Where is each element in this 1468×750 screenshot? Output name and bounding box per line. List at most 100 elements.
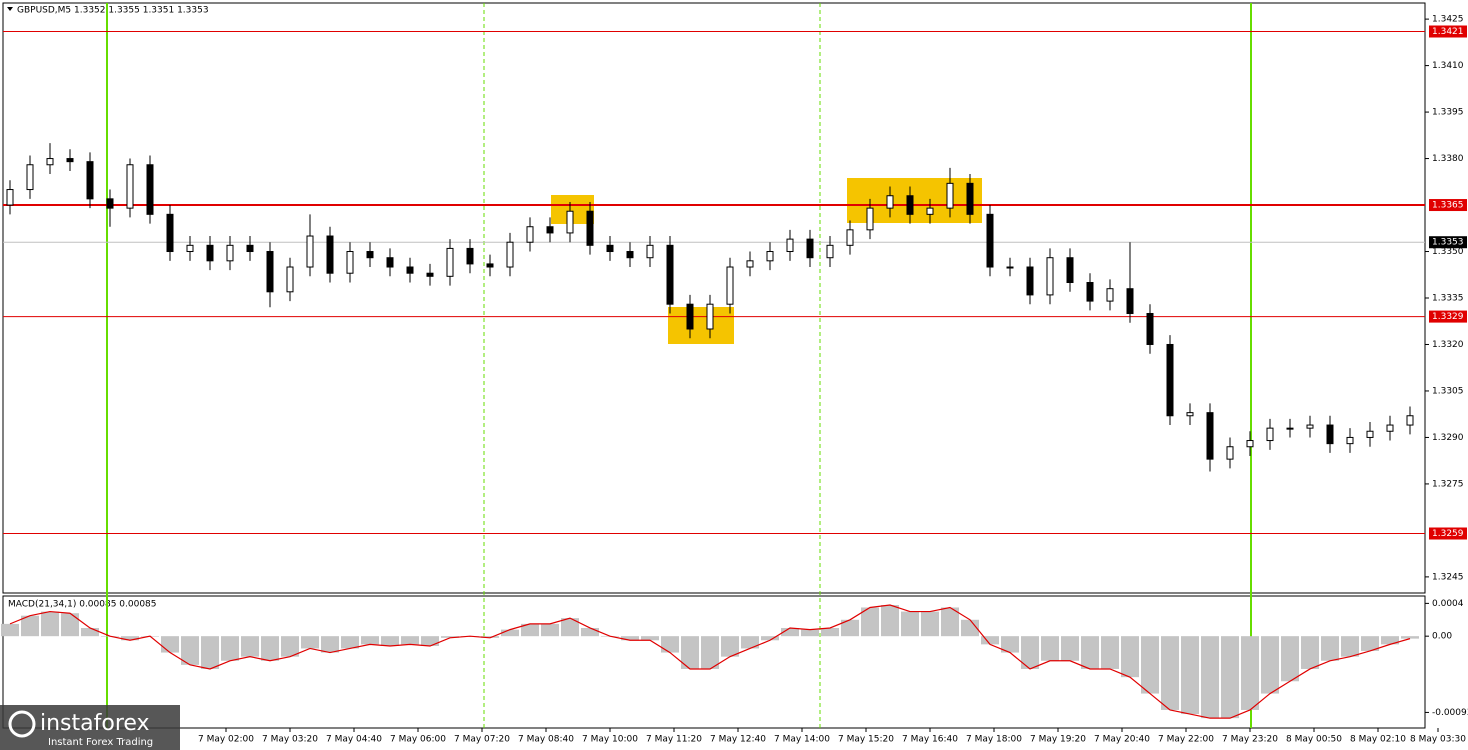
logo-icon <box>8 710 36 738</box>
y-tick-label: 1.3425 <box>1432 15 1464 25</box>
macd-bar <box>621 636 639 641</box>
level-label-box <box>1429 310 1467 323</box>
candle-body <box>1386 424 1394 432</box>
candle-body <box>806 238 814 259</box>
macd-bar <box>721 636 739 657</box>
x-tick-label: 7 May 06:00 <box>390 735 446 745</box>
macd-bar <box>1281 636 1299 682</box>
y-tick-label: 1.3380 <box>1432 154 1464 164</box>
candle-body <box>146 164 154 215</box>
macd-bar <box>641 636 659 641</box>
candle-body <box>686 303 694 330</box>
macd-bar <box>421 636 439 647</box>
macd-bar <box>521 623 539 637</box>
x-tick-label: 7 May 19:20 <box>1030 735 1086 745</box>
candle-body <box>1266 427 1274 442</box>
candle-body <box>226 244 234 262</box>
candle-body <box>1226 446 1234 460</box>
logo: instaforex Instant Forex Trading <box>0 705 180 750</box>
macd-bar <box>481 636 499 638</box>
x-tick-label: 7 May 07:20 <box>454 735 510 745</box>
x-tick-label: 7 May 16:40 <box>902 735 958 745</box>
macd-bar <box>1061 636 1079 661</box>
candle-body <box>626 251 634 259</box>
x-tick-label: 7 May 03:20 <box>262 735 318 745</box>
macd-bar <box>401 636 419 645</box>
macd-bar <box>1401 636 1419 639</box>
macd-bar <box>541 623 559 637</box>
chart-title: GBPUSD,M5 1.3352 1.3355 1.3351 1.3353 <box>17 6 209 16</box>
y-tick-label: 1.3350 <box>1432 247 1464 257</box>
candle-body <box>166 213 174 253</box>
macd-bar <box>221 636 239 661</box>
logo-background <box>0 705 180 750</box>
level-label-box <box>1429 527 1467 540</box>
logo-tagline: Instant Forex Trading <box>48 737 153 748</box>
level-label: 1.3259 <box>1432 529 1464 539</box>
candle-body <box>6 189 14 206</box>
candle-body <box>346 251 354 274</box>
macd-bar <box>1141 636 1159 694</box>
macd-bar <box>341 636 359 649</box>
candle-body <box>306 235 314 268</box>
y-tick-label: 0.0004 <box>1432 599 1464 609</box>
x-tick-label: 7 May 08:40 <box>518 735 574 745</box>
macd-bar <box>821 627 839 637</box>
candle-body <box>1026 266 1034 296</box>
macd-bar <box>181 636 199 665</box>
y-tick-label: 0.00 <box>1432 632 1452 642</box>
candle-body <box>46 158 54 166</box>
x-tick-label: 7 May 12:40 <box>710 735 766 745</box>
candle-body <box>566 210 574 234</box>
logo-name: instaforex <box>40 711 150 736</box>
candle-body <box>706 303 714 330</box>
candle-body <box>1366 430 1374 438</box>
candle-body <box>246 244 254 253</box>
candle-body <box>726 266 734 305</box>
candle-body <box>1146 312 1154 345</box>
candle-body <box>466 247 474 265</box>
macd-bar <box>781 627 799 637</box>
y-tick-label: 1.3395 <box>1432 108 1464 118</box>
y-tick-label: 1.3320 <box>1432 340 1464 350</box>
y-tick-label: 1.3305 <box>1432 386 1464 396</box>
macd-bar <box>941 607 959 637</box>
candle-body <box>766 251 774 262</box>
candle-body <box>326 235 334 274</box>
x-tick-label: 8 May 00:50 <box>1286 735 1342 745</box>
macd-bar <box>1341 636 1359 657</box>
macd-bar <box>161 636 179 653</box>
candle-body <box>986 213 994 268</box>
macd-bar <box>901 611 919 637</box>
macd-title: MACD(21,34,1) 0.00085 0.00085 <box>8 600 157 610</box>
x-tick-label: 7 May 04:40 <box>326 735 382 745</box>
macd-bar <box>681 636 699 669</box>
macd-bar <box>981 636 999 645</box>
macd-bar <box>1101 636 1119 669</box>
x-tick-label: 7 May 18:00 <box>966 735 1022 745</box>
candle-body <box>426 272 434 277</box>
x-tick-label: 7 May 15:20 <box>838 735 894 745</box>
level-label: 1.3329 <box>1432 312 1464 322</box>
macd-bar <box>801 629 819 637</box>
level-label-box <box>1429 25 1467 38</box>
candle-body <box>286 266 294 293</box>
candle-body <box>446 247 454 277</box>
macd-bar <box>741 636 759 649</box>
y-tick-label: -0.00093 <box>1432 708 1468 718</box>
macd-bar <box>61 613 79 637</box>
candle-body <box>926 207 934 215</box>
candle-body <box>366 251 374 259</box>
macd-bar <box>1081 636 1099 669</box>
x-tick-label: 7 May 02:00 <box>198 735 254 745</box>
candle-body <box>886 195 894 209</box>
macd-bar <box>881 605 899 637</box>
macd-bar <box>81 627 99 637</box>
macd-bar <box>921 611 939 637</box>
macd-bar <box>561 618 579 637</box>
candle-body <box>646 244 654 259</box>
candle-body <box>1406 415 1414 426</box>
candle-body <box>1126 288 1134 314</box>
macd-bar <box>201 636 219 669</box>
